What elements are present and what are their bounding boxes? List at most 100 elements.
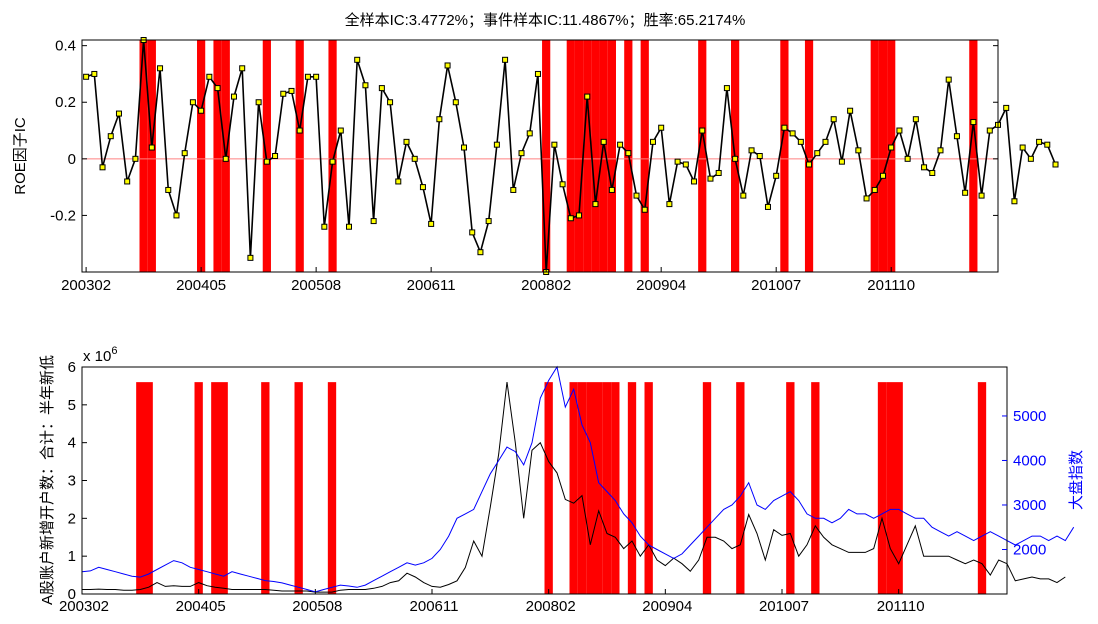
ic-point-117: [1044, 141, 1051, 148]
ic-point-63: [600, 138, 607, 145]
ic-x-tick-label-4: 200802: [521, 277, 571, 294]
ic-point-44: [444, 62, 451, 69]
ic-point-65: [617, 141, 624, 148]
ic-event-bar-7: [328, 40, 337, 272]
accounts-left-y-axis: 0 1 2 3 4 5 6: [68, 359, 87, 603]
ic-point-79: [732, 155, 739, 162]
ic-x-tick-label-3: 200611: [407, 277, 456, 294]
ic-point-94: [855, 147, 862, 154]
accounts-event-bars: [136, 382, 987, 594]
ic-point-59: [567, 215, 574, 222]
ic-point-72: [674, 158, 681, 165]
ic-point-47: [469, 229, 476, 236]
ic-point-109: [978, 192, 985, 199]
accounts-event-bar-5: [261, 382, 270, 594]
ic-point-31: [337, 127, 344, 134]
index-y-tick-label-0: 2000: [1013, 541, 1046, 558]
ic-point-32: [345, 223, 352, 230]
index-y-tick-label-1: 3000: [1013, 497, 1046, 514]
accounts-event-bar-1: [144, 382, 153, 594]
ic-event-bar-11: [583, 40, 592, 272]
ic-point-19: [239, 65, 246, 72]
ic-point-26: [296, 127, 303, 134]
accounts-event-bar-2: [194, 382, 203, 594]
ic-point-106: [953, 133, 960, 140]
ic-point-92: [838, 158, 845, 165]
ic-point-93: [847, 107, 854, 114]
ic-y-axis-label: ROE因子IC: [12, 117, 29, 195]
ic-point-102: [921, 164, 928, 171]
accounts-event-bar-16: [644, 382, 653, 594]
ic-event-bar-2: [197, 40, 206, 272]
accounts-x-tick-label-1: 200405: [176, 598, 226, 615]
accounts-y-tick-label-1: 1: [68, 548, 76, 565]
ic-event-bar-10: [574, 40, 584, 272]
ic-event-bar-22: [878, 40, 888, 272]
ic-point-1: [91, 70, 98, 77]
ic-point-96: [871, 186, 878, 193]
index-y-tick-label-3: 5000: [1013, 408, 1046, 425]
ic-event-bar-3: [213, 40, 222, 272]
ic-point-68: [641, 206, 648, 213]
ic-point-61: [584, 93, 591, 100]
ic-chart-title: 全样本IC:3.4772%；事件样本IC:11.4867%；胜率:65.2174…: [345, 11, 746, 29]
ic-point-118: [1052, 161, 1059, 168]
ic-point-6: [132, 155, 139, 162]
ic-point-54: [526, 130, 533, 137]
ic-point-70: [658, 124, 665, 131]
accounts-event-bar-8: [544, 382, 553, 594]
accounts-event-bar-13: [602, 382, 612, 594]
accounts-x-tick-label-0: 200302: [59, 598, 109, 615]
ic-x-tick-label-7: 201110: [867, 277, 915, 294]
ic-x-tick-label-5: 200904: [636, 277, 686, 294]
ic-x-tick-label-1: 200405: [176, 277, 226, 294]
ic-point-116: [1036, 138, 1043, 145]
ic-point-39: [403, 138, 410, 145]
ic-event-bar-21: [870, 40, 879, 272]
ic-point-110: [986, 127, 993, 134]
ic-point-20: [247, 254, 254, 261]
ic-point-11: [173, 212, 180, 219]
ic-point-52: [510, 186, 517, 193]
ic-point-75: [699, 127, 706, 134]
ic-y-tick-label-2: 0.2: [55, 94, 76, 111]
accounts-event-bar-15: [627, 382, 637, 594]
ic-point-83: [764, 203, 771, 210]
accounts-event-bar-18: [736, 382, 745, 594]
ic-point-27: [304, 73, 311, 80]
ic-point-98: [888, 144, 895, 151]
accounts-event-bar-11: [586, 382, 595, 594]
ic-point-16: [214, 85, 221, 92]
ic-point-95: [863, 195, 870, 202]
ic-point-62: [592, 201, 599, 208]
accounts-x-tick-label-7: 201110: [877, 598, 925, 615]
accounts-exponent-base: x 10: [83, 348, 111, 365]
ic-x-axis: 200302 200405 200508 200611 200802 200904 2010…: [61, 267, 915, 294]
accounts-y-tick-label-5: 5: [68, 397, 76, 414]
ic-point-10: [165, 186, 172, 193]
ic-point-71: [666, 201, 673, 208]
ic-event-bar-24: [969, 40, 978, 272]
ic-event-bar-5: [262, 40, 271, 272]
ic-point-84: [773, 172, 780, 179]
ic-point-5: [124, 178, 131, 185]
ic-point-29: [321, 223, 328, 230]
ic-event-bar-12: [591, 40, 600, 272]
ic-point-57: [551, 141, 558, 148]
accounts-event-bar-21: [877, 382, 887, 594]
ic-event-bar-16: [640, 40, 649, 272]
ic-point-36: [378, 85, 385, 92]
ic-point-64: [608, 186, 615, 193]
ic-point-8: [148, 144, 155, 151]
ic-plot-area: [82, 40, 998, 272]
ic-point-115: [1027, 155, 1034, 162]
ic-point-69: [649, 138, 656, 145]
ic-point-87: [797, 138, 804, 145]
ic-point-28: [313, 73, 320, 80]
ic-point-46: [461, 144, 468, 151]
index-series-line: [81, 365, 1075, 593]
ic-point-34: [362, 82, 369, 89]
ic-point-13: [189, 99, 196, 106]
ic-point-38: [395, 178, 402, 185]
ic-point-25: [288, 87, 295, 94]
